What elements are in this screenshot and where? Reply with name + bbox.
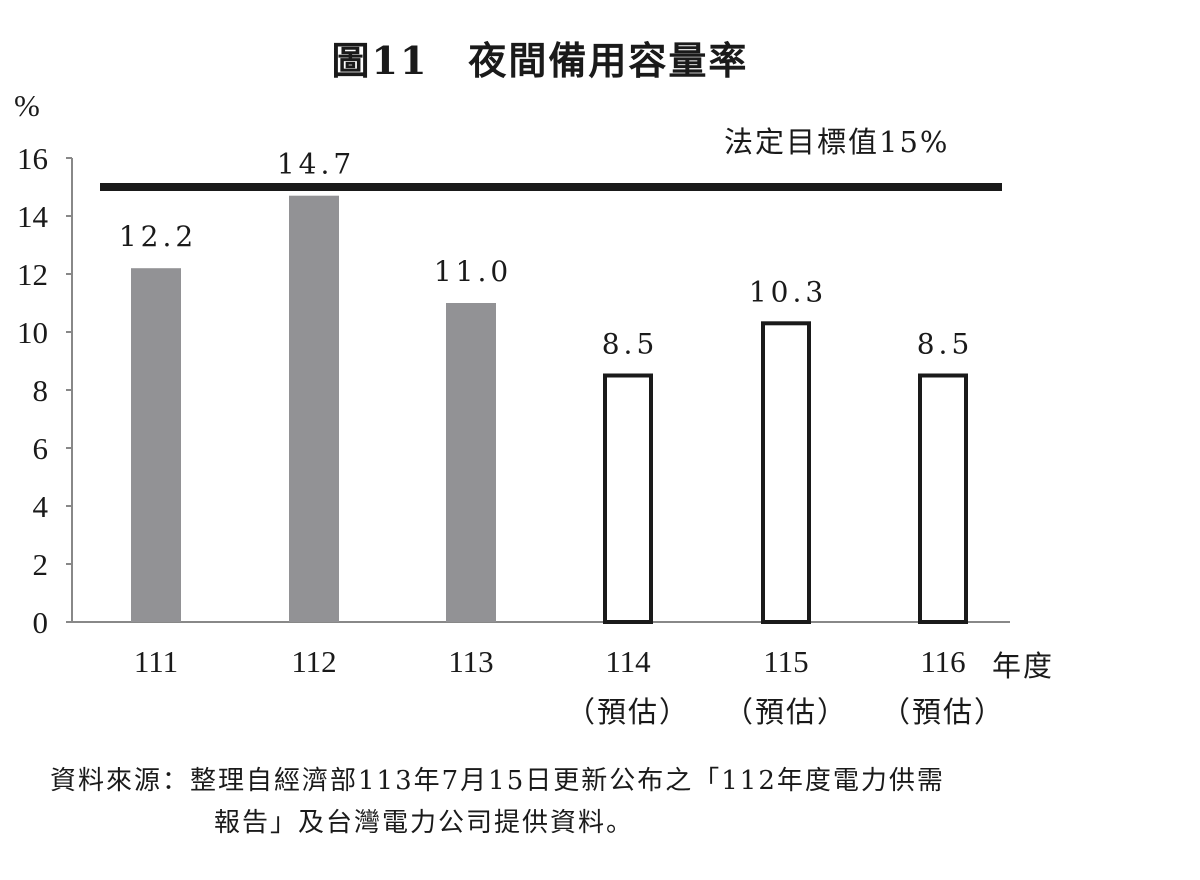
x-category-note: （預估） <box>881 695 1005 729</box>
x-axis-title: 年度 <box>992 649 1054 683</box>
source-note: 資料來源：整理自經濟部113年7月15日更新公布之「112年度電力供需 報告」及… <box>50 760 945 844</box>
y-tick-label: 4 <box>33 489 49 524</box>
bar-value-label: 8.5 <box>602 328 659 361</box>
y-tick-label: 0 <box>33 605 49 640</box>
bar-value-label: 14.7 <box>277 148 355 181</box>
y-axis-unit-label: % <box>14 88 40 123</box>
bar-value-label: 11.0 <box>434 255 512 288</box>
bar-value-label: 10.3 <box>749 275 827 308</box>
bar-forecast <box>918 373 968 624</box>
y-tick-label: 6 <box>33 431 49 466</box>
bar-forecast <box>603 373 653 624</box>
x-category-note: （預估） <box>724 695 848 729</box>
x-category-label: 116 <box>920 644 965 679</box>
y-tick-label: 2 <box>33 547 49 582</box>
x-category-label: 112 <box>291 644 336 679</box>
bar-chart: 0 2 4 6 8 10 12 14 16% 12.2 111 14.7 112 11.0 113 8.5 11… <box>14 88 1054 729</box>
bar-actual <box>131 268 181 622</box>
x-category-label: 111 <box>134 644 178 679</box>
x-category-label: 114 <box>605 644 651 679</box>
y-tick-label: 14 <box>17 199 49 234</box>
source-note-line1: 資料來源：整理自經濟部113年7月15日更新公布之「112年度電力供需 <box>50 766 945 796</box>
bar-value-label: 8.5 <box>917 328 974 361</box>
bar-forecast <box>761 321 811 624</box>
source-note-line2: 報告」及台灣電力公司提供資料。 <box>214 808 635 838</box>
bar-value-label: 12.2 <box>119 220 197 253</box>
bar-actual <box>289 195 339 622</box>
y-tick-label: 12 <box>17 257 48 292</box>
y-tick-label: 10 <box>17 315 48 350</box>
x-category-note: （預估） <box>566 695 690 729</box>
x-category-label: 115 <box>763 644 808 679</box>
y-tick-label: 8 <box>33 373 49 408</box>
bar-actual <box>446 303 496 622</box>
chart-title: 圖11 夜間備用容量率 <box>331 38 749 83</box>
y-tick-label: 16 <box>17 141 48 176</box>
target-line-label: 法定目標值15% <box>724 125 949 159</box>
x-category-label: 113 <box>448 644 493 679</box>
